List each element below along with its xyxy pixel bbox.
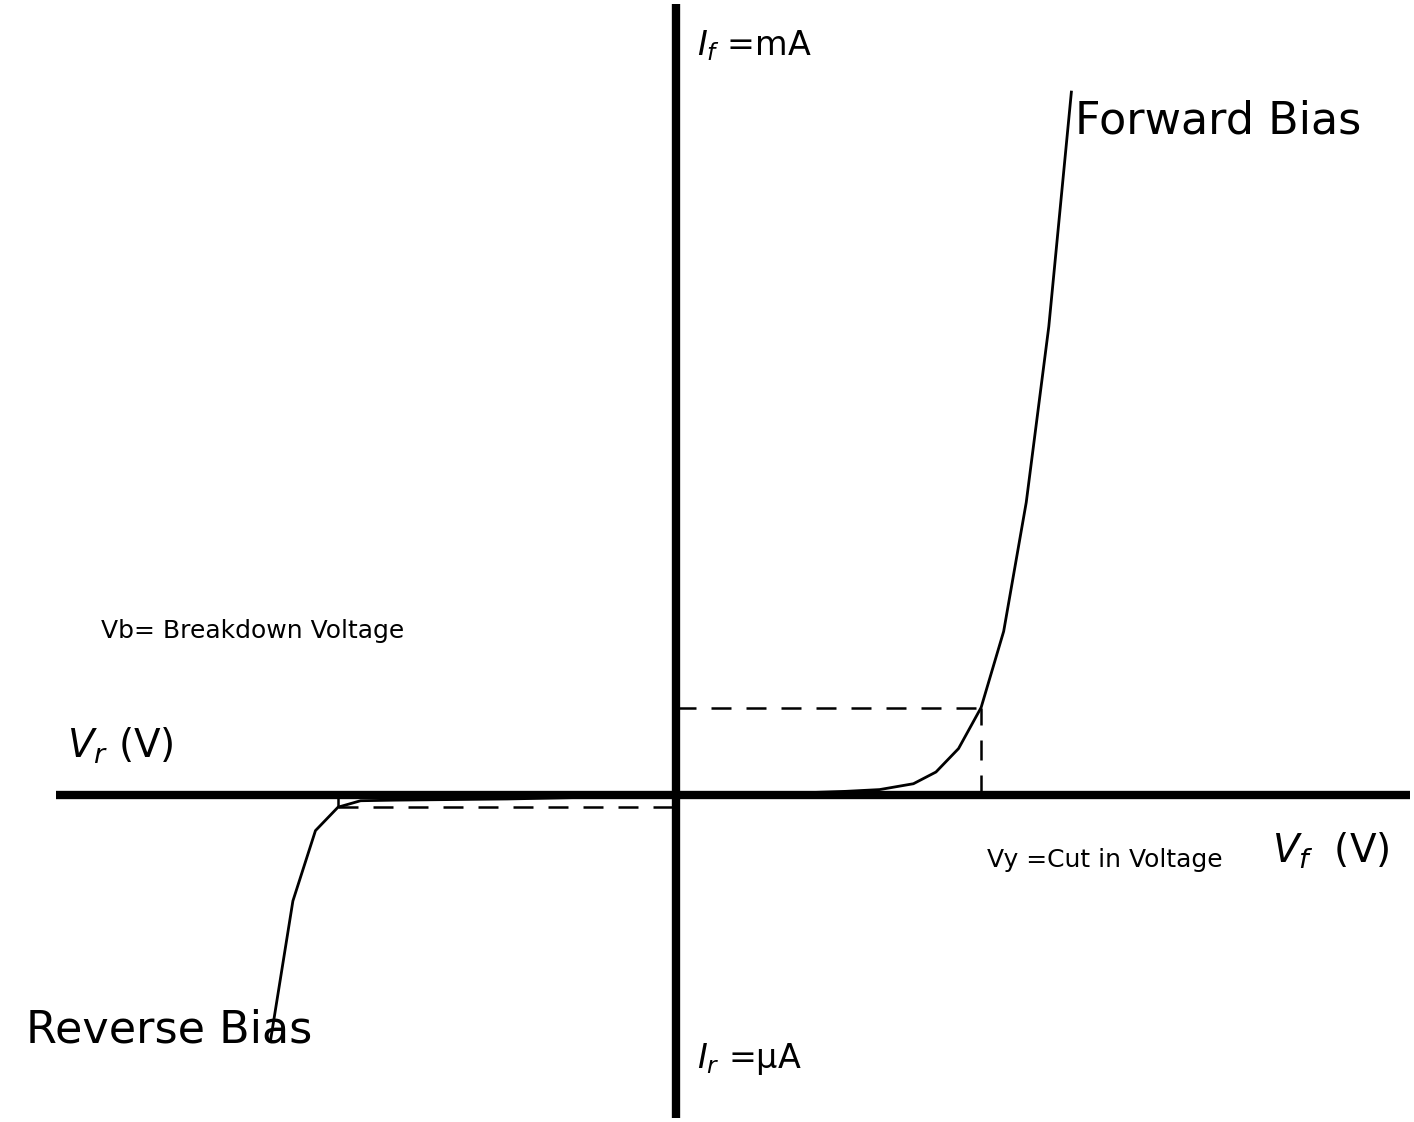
Text: $I_f$ =mA: $I_f$ =mA (697, 28, 812, 63)
Text: $V_r$ (V): $V_r$ (V) (68, 726, 174, 766)
Text: Vb= Breakdown Voltage: Vb= Breakdown Voltage (100, 619, 404, 643)
Text: Reverse Bias: Reverse Bias (25, 1009, 312, 1051)
Text: $V_f$  (V): $V_f$ (V) (1273, 830, 1390, 871)
Text: Forward Bias: Forward Bias (1075, 100, 1362, 142)
Text: Vy =Cut in Voltage: Vy =Cut in Voltage (987, 848, 1222, 872)
Text: $I_r$ =μA: $I_r$ =μA (697, 1041, 802, 1077)
